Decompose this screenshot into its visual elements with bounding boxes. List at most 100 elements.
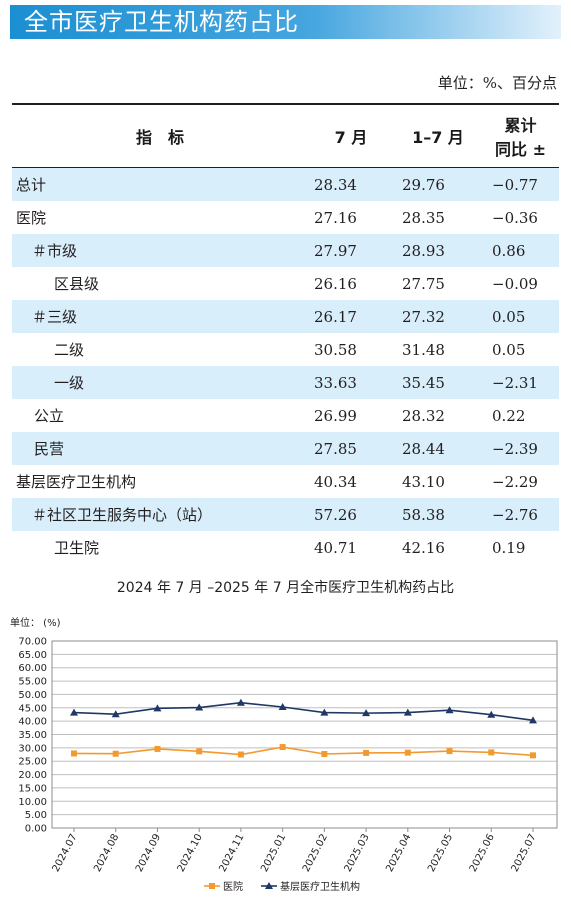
table-header-row: 指 标 7 月 1–7 月 累计 同比 ±: [12, 103, 559, 168]
data-point: [112, 750, 119, 757]
cell-ytd: 35.45: [394, 366, 482, 399]
cell-month: 27.85: [308, 432, 394, 465]
cell-change: −2.39: [482, 432, 559, 465]
cell-ytd: 28.44: [394, 432, 482, 465]
cell-month: 40.34: [314, 472, 357, 491]
data-point: [362, 709, 371, 717]
table-row: 基层医疗卫生机构 40.34 43.10 −2.29: [12, 465, 559, 498]
series-line-0: [73, 746, 534, 757]
table-row: 区县级 26.16 27.75 −0.09: [12, 267, 559, 300]
data-point: [404, 749, 411, 756]
x-tick-label: 2024.08: [92, 832, 121, 874]
data-point: [487, 710, 496, 718]
row-label: 卫生院: [54, 539, 100, 557]
cell-change: 0.86: [482, 234, 559, 267]
table-row: 总计 28.34 29.76 −0.77: [12, 167, 559, 201]
x-tick-label: 2025.05: [426, 832, 455, 874]
cell-month: 30.58: [314, 340, 357, 359]
page-title: 全市医疗卫生机构药占比: [24, 8, 299, 36]
header-change-line2: 同比 ±: [495, 140, 546, 159]
data-point: [403, 708, 412, 716]
table-row: 民营 27.85 28.44 −2.39: [12, 432, 559, 465]
data-point: [445, 706, 454, 714]
y-tick-label: 5.00: [25, 810, 47, 821]
y-tick-label: 0.00: [25, 824, 47, 835]
cell-month: 26.16: [314, 274, 357, 293]
cell-month: 33.63: [308, 366, 394, 399]
header-change-line1: 累计: [504, 116, 537, 135]
row-label: 一级: [12, 366, 308, 399]
y-tick-label: 55.00: [18, 677, 47, 688]
row-label: 区县级: [54, 275, 100, 293]
cell-change: −0.77: [482, 167, 559, 201]
x-tick-label: 2024.10: [176, 832, 205, 874]
y-tick-label: 50.00: [18, 690, 47, 701]
data-point: [111, 710, 120, 718]
data-point: [279, 744, 286, 751]
x-tick-label: 2024.09: [134, 832, 163, 874]
data-point: [320, 708, 329, 716]
cell-ytd: 27.75: [402, 274, 445, 293]
legend-label: 基层医疗卫生机构: [280, 880, 360, 893]
series-line-1: [73, 701, 534, 722]
unit-note: 单位：%、百分点: [437, 74, 557, 92]
cell-month: 27.97: [308, 234, 394, 267]
data-point: [278, 702, 287, 710]
row-label: 医院: [16, 209, 47, 227]
y-tick-label: 10.00: [18, 797, 47, 808]
row-label: 总计: [12, 167, 308, 201]
y-tick-label: 70.00: [18, 637, 47, 648]
row-label: 基层医疗卫生机构: [16, 473, 137, 491]
data-point: [196, 748, 203, 755]
cell-ytd: 28.35: [402, 208, 445, 227]
plot-frame: [51, 640, 558, 829]
x-tick-label: 2024.11: [217, 832, 246, 874]
y-tick-label: 60.00: [18, 663, 47, 674]
y-tick-label: 40.00: [18, 717, 47, 728]
data-point: [154, 745, 161, 752]
x-tick-label: 2024.07: [51, 832, 80, 874]
data-point: [488, 749, 495, 756]
legend-label: 医院: [223, 880, 243, 893]
row-label: 二级: [54, 341, 85, 359]
cell-ytd: 31.48: [402, 340, 445, 359]
title-banner: 全市医疗卫生机构药占比: [10, 5, 561, 39]
data-point: [363, 749, 370, 756]
x-tick-label: 2025.06: [468, 832, 497, 874]
data-point: [236, 698, 245, 706]
cell-month: 57.26: [308, 498, 394, 531]
legend-marker: [209, 883, 215, 889]
y-tick-label: 35.00: [18, 730, 47, 741]
x-tick-label: 2025.01: [259, 832, 288, 874]
cell-month: 26.17: [308, 300, 394, 333]
cell-change: −0.36: [492, 208, 538, 227]
y-tick-label: 15.00: [18, 783, 47, 794]
cell-change: −0.09: [492, 274, 538, 293]
y-tick-label: 45.00: [18, 703, 47, 714]
cell-change: 0.22: [492, 406, 526, 425]
y-tick-label: 25.00: [18, 757, 47, 768]
table-row: ＃社区卫生服务中心（站） 57.26 58.38 −2.76: [12, 498, 559, 531]
cell-ytd: 29.76: [394, 167, 482, 201]
header-indicator: 指 标: [12, 103, 308, 168]
data-point: [153, 704, 162, 712]
row-label: 民营: [12, 432, 308, 465]
cell-change: 0.05: [482, 300, 559, 333]
table-row: 医院 27.16 28.35 −0.36: [12, 201, 559, 234]
data-point: [237, 751, 244, 758]
y-tick-label: 20.00: [18, 770, 47, 781]
cell-month: 26.99: [314, 406, 357, 425]
cell-ytd: 42.16: [402, 538, 445, 557]
y-tick-label: 30.00: [18, 743, 47, 754]
row-label: 公立: [34, 407, 65, 425]
x-tick-label: 2025.04: [384, 832, 413, 874]
table-row: 公立 26.99 28.32 0.22: [12, 399, 559, 432]
row-label: ＃三级: [12, 300, 308, 333]
header-month: 7 月: [308, 103, 394, 168]
table-row: 一级 33.63 35.45 −2.31: [12, 366, 559, 399]
cell-month: 28.34: [308, 167, 394, 201]
header-ytd: 1–7 月: [394, 103, 482, 168]
row-label: ＃社区卫生服务中心（站）: [12, 498, 308, 531]
chart-title: 2024 年 7 月 –2025 年 7 月全市医疗卫生机构药占比: [116, 580, 455, 596]
data-point: [70, 708, 78, 716]
